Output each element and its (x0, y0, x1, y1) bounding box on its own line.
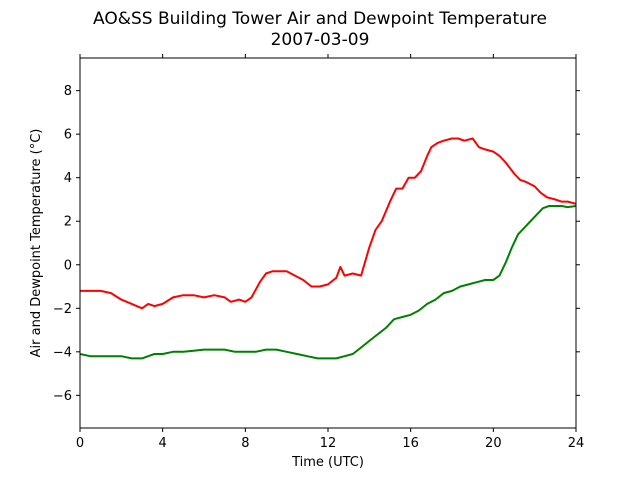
x-tick-label: 12 (320, 436, 337, 451)
x-tick-label: 4 (159, 436, 167, 451)
x-axis-label: Time (UTC) (291, 455, 364, 470)
x-tick-label: 16 (402, 436, 419, 451)
y-tick-label: 2 (64, 215, 72, 230)
x-tick-label: 20 (485, 436, 502, 451)
y-tick-label: 4 (64, 171, 72, 186)
series-line-1 (80, 137, 577, 310)
y-tick-label: 6 (64, 128, 72, 143)
y-tick-label: −2 (53, 302, 72, 317)
x-tick-label: 8 (241, 436, 249, 451)
series-line-2 (79, 205, 577, 360)
series-layer (79, 137, 577, 360)
chart-subtitle: 2007-03-09 (271, 30, 370, 50)
y-axis-label: Air and Dewpoint Temperature (°C) (29, 129, 44, 358)
y-tick-label: −4 (53, 345, 72, 360)
x-tick-label: 24 (568, 436, 585, 451)
chart-title: AO&SS Building Tower Air and Dewpoint Te… (93, 9, 547, 29)
y-tick-label: 0 (64, 258, 72, 273)
y-tick-label: 8 (64, 84, 72, 99)
x-tick-label: 0 (76, 436, 84, 451)
y-tick-label: −6 (53, 389, 72, 404)
